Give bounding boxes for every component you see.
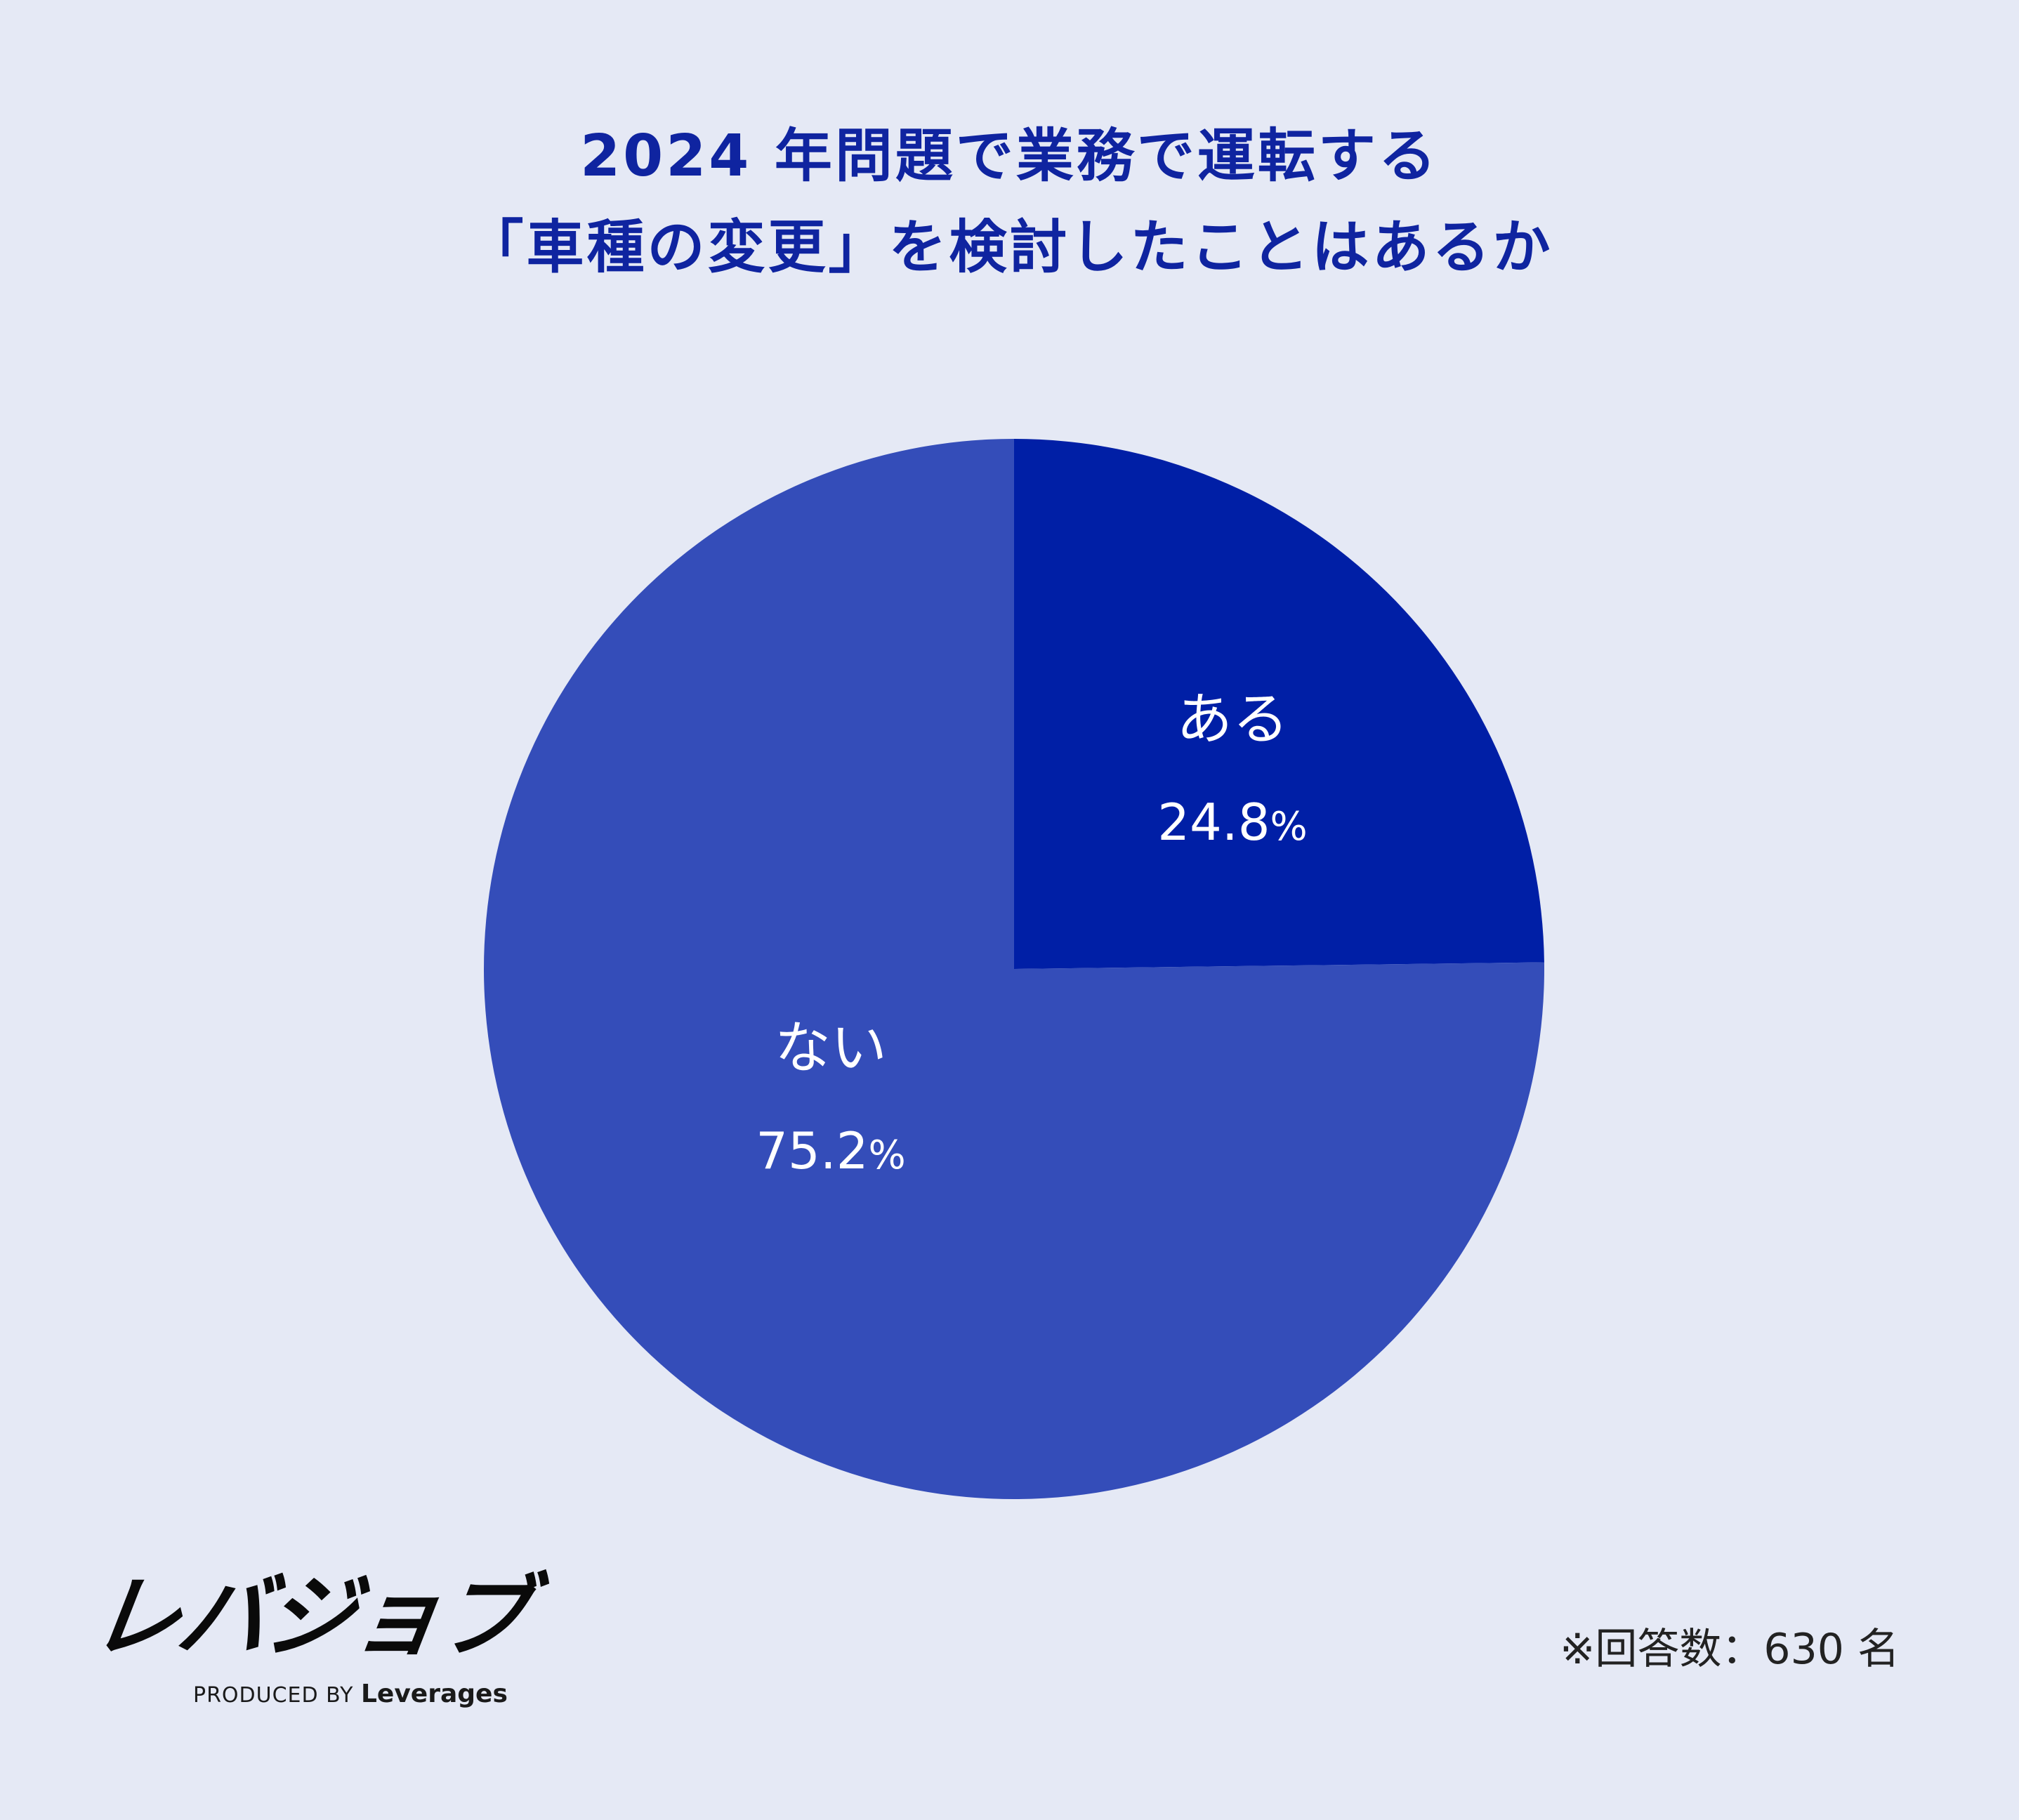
levajob-logo: レバジョブ PRODUCED BY Leverages <box>84 1565 534 1713</box>
slice-value-number-aru: 24.8 <box>1157 793 1270 852</box>
chart-title-line-2: 「車種の変更」を検討したことはあるか <box>466 214 1553 281</box>
slice-name-aru: ある <box>1176 687 1289 752</box>
pie-slice-nai <box>483 439 1544 1500</box>
slice-value-unit-aru: % <box>1270 804 1308 850</box>
slice-value-number-nai: 75.2 <box>756 1121 869 1180</box>
slice-name-nai: ない <box>775 1015 887 1081</box>
respondent-count-note: ※回答数：630 名 <box>1560 1625 1900 1674</box>
logo-produced-by: PRODUCED BY Leverages <box>193 1680 508 1708</box>
slice-value-aru: 24.8% <box>1057 797 1408 848</box>
slice-value-nai: 75.2% <box>655 1126 1006 1176</box>
produced-by-text: PRODUCED BY <box>193 1683 354 1708</box>
slice-label-aru: ある 24.8% <box>1057 692 1408 848</box>
slice-label-nai: ない 75.2% <box>655 1015 1006 1177</box>
chart-title-line-1: 2024 年問題で業務で運転する <box>580 123 1439 190</box>
company-name: Leverages <box>360 1680 508 1708</box>
logo-wordmark: レバジョブ <box>84 1565 534 1670</box>
slice-value-unit-nai: % <box>868 1133 906 1178</box>
pie-slice-aru <box>1014 439 1544 969</box>
